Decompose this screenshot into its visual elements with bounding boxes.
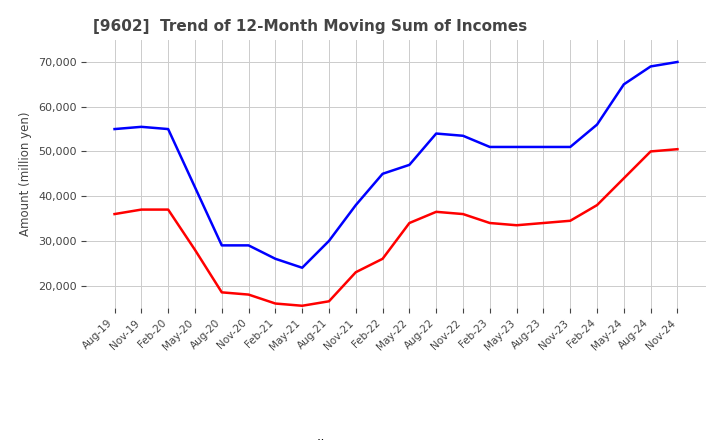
Ordinary Income xyxy=(619,82,628,87)
Ordinary Income xyxy=(513,144,521,150)
Ordinary Income xyxy=(110,126,119,132)
Ordinary Income xyxy=(325,238,333,244)
Net Income xyxy=(485,220,494,226)
Net Income xyxy=(298,303,307,308)
Net Income xyxy=(432,209,441,214)
Ordinary Income xyxy=(673,59,682,65)
Net Income xyxy=(351,270,360,275)
Ordinary Income xyxy=(539,144,548,150)
Ordinary Income xyxy=(405,162,414,168)
Ordinary Income xyxy=(566,144,575,150)
Net Income xyxy=(539,220,548,226)
Ordinary Income xyxy=(647,64,655,69)
Ordinary Income xyxy=(164,126,173,132)
Net Income xyxy=(593,202,601,208)
Net Income xyxy=(217,290,226,295)
Net Income xyxy=(405,220,414,226)
Net Income xyxy=(619,176,628,181)
Line: Net Income: Net Income xyxy=(114,149,678,306)
Net Income xyxy=(325,299,333,304)
Ordinary Income xyxy=(298,265,307,270)
Net Income xyxy=(566,218,575,224)
Net Income xyxy=(191,247,199,253)
Ordinary Income xyxy=(244,243,253,248)
Ordinary Income xyxy=(351,202,360,208)
Ordinary Income xyxy=(459,133,467,139)
Ordinary Income xyxy=(191,184,199,190)
Ordinary Income xyxy=(485,144,494,150)
Line: Ordinary Income: Ordinary Income xyxy=(114,62,678,268)
Net Income xyxy=(164,207,173,212)
Net Income xyxy=(110,211,119,216)
Net Income xyxy=(513,223,521,228)
Net Income xyxy=(459,211,467,216)
Text: [9602]  Trend of 12-Month Moving Sum of Incomes: [9602] Trend of 12-Month Moving Sum of I… xyxy=(93,19,527,34)
Legend: Ordinary Income, Net Income: Ordinary Income, Net Income xyxy=(252,434,540,440)
Y-axis label: Amount (million yen): Amount (million yen) xyxy=(19,112,32,236)
Ordinary Income xyxy=(217,243,226,248)
Net Income xyxy=(244,292,253,297)
Ordinary Income xyxy=(432,131,441,136)
Ordinary Income xyxy=(378,171,387,176)
Net Income xyxy=(378,256,387,261)
Ordinary Income xyxy=(271,256,279,261)
Net Income xyxy=(271,301,279,306)
Ordinary Income xyxy=(137,124,145,129)
Net Income xyxy=(137,207,145,212)
Net Income xyxy=(673,147,682,152)
Net Income xyxy=(647,149,655,154)
Ordinary Income xyxy=(593,122,601,127)
